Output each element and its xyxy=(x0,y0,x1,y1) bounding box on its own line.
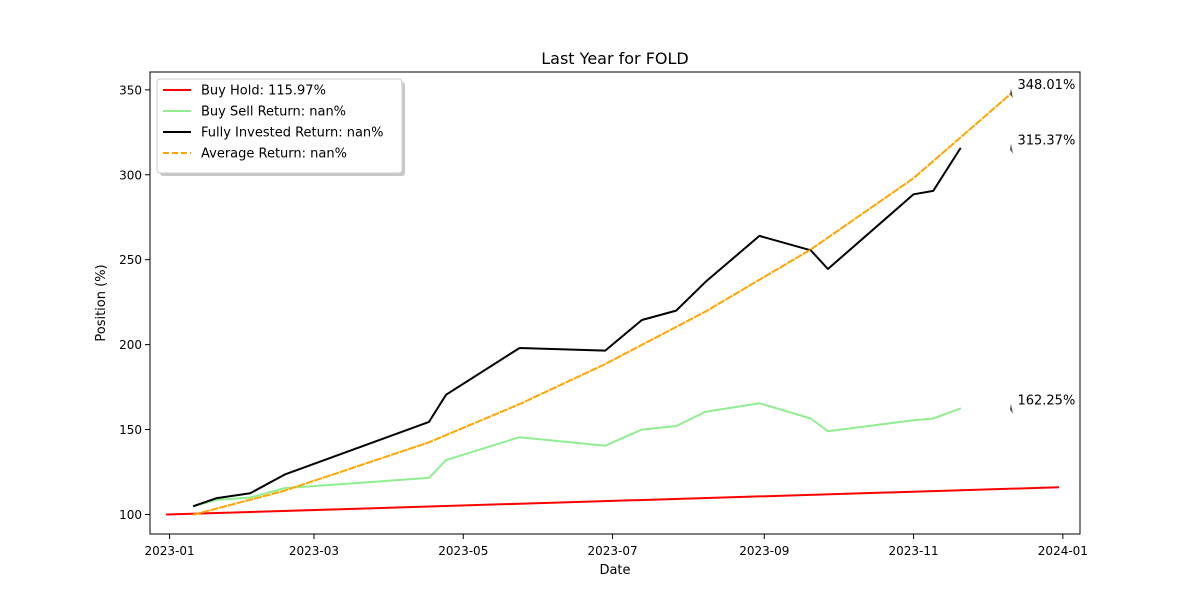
x-tick-label: 2023-03 xyxy=(289,544,339,558)
legend-label: Buy Sell Return: nan% xyxy=(201,105,346,120)
x-tick-label: 2023-01 xyxy=(145,544,195,558)
annotation-layer: 348.01% 315.37% 162.25% xyxy=(1009,78,1075,414)
x-tick-label: 2023-11 xyxy=(889,544,939,558)
y-tick-label: 300 xyxy=(119,168,142,182)
y-tick-label: 150 xyxy=(119,423,142,437)
series-line-buy-hold xyxy=(166,486,1060,516)
x-axis: 2023-01 2023-03 2023-05 2023-07 2023-09 2023-… xyxy=(145,534,1088,558)
chart-title: Last Year for FOLD xyxy=(541,49,689,68)
annotation-marker xyxy=(1009,403,1013,414)
plot-area-frame xyxy=(149,71,1081,535)
y-tick-label: 200 xyxy=(119,338,142,352)
y-axis: 100 150 200 250 300 350 xyxy=(119,83,150,522)
x-tick-label: 2023-05 xyxy=(438,544,488,558)
y-tick-label: 350 xyxy=(119,83,142,97)
annotation-marker xyxy=(1009,143,1013,154)
annotation-marker xyxy=(1009,88,1013,99)
annotation-label: 162.25% xyxy=(1017,394,1075,409)
annotation-label: 348.01% xyxy=(1017,78,1075,93)
legend-label: Buy Hold: 115.97% xyxy=(201,84,326,99)
annotation-label: 315.37% xyxy=(1017,134,1075,149)
legend-box xyxy=(156,78,403,174)
x-axis-label: Date xyxy=(599,563,630,578)
legend-label: Average Return: nan% xyxy=(201,147,347,162)
series-line-buy-sell-return xyxy=(192,402,962,508)
y-tick-label: 100 xyxy=(119,508,142,522)
x-tick-label: 2023-07 xyxy=(587,544,637,558)
y-tick-label: 250 xyxy=(119,253,142,267)
x-tick-label: 2024-01 xyxy=(1038,544,1088,558)
series-line-average-return xyxy=(192,91,1013,516)
x-tick-label: 2023-09 xyxy=(739,544,789,558)
series-layer xyxy=(166,91,1060,516)
legend: Buy Hold: 115.97% Buy Sell Return: nan% Fu… xyxy=(156,78,405,176)
legend-label: Fully Invested Return: nan% xyxy=(201,126,384,141)
series-line-fully-invested-return xyxy=(192,147,962,508)
y-axis-label: Position (%) xyxy=(94,264,109,341)
